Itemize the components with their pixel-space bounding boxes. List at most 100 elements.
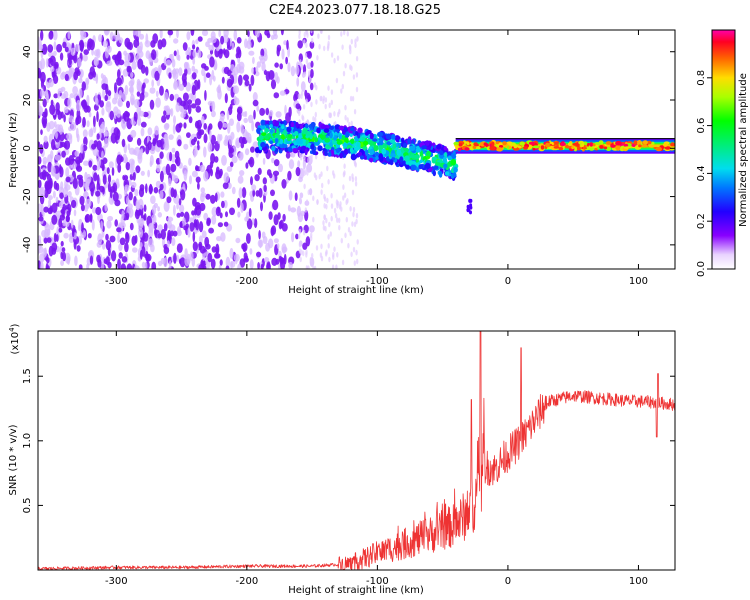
noise-cell	[85, 77, 90, 85]
noise-cell	[274, 62, 279, 68]
noise-cell	[355, 86, 359, 93]
noise-cell	[130, 181, 137, 189]
noise-cell	[183, 225, 188, 231]
noise-cell	[229, 161, 234, 168]
noise-cell	[183, 143, 189, 150]
noise-cell	[288, 159, 295, 170]
onset-cell	[369, 148, 375, 156]
noise-cell	[76, 245, 81, 252]
noise-cell	[195, 39, 199, 45]
noise-cell	[343, 163, 346, 169]
noise-cell	[287, 170, 292, 181]
noise-cell	[326, 197, 329, 204]
noise-cell	[246, 132, 252, 143]
noise-cell	[56, 108, 61, 116]
band-cell	[464, 147, 470, 151]
noise-cell	[151, 261, 157, 269]
noise-cell	[203, 123, 207, 130]
noise-cell	[314, 116, 317, 123]
noise-cell	[217, 222, 223, 228]
noise-cell	[198, 221, 204, 233]
noise-cell	[82, 116, 86, 128]
noise-cell	[346, 117, 349, 123]
noise-cell	[48, 199, 52, 207]
noise-cell	[141, 84, 145, 96]
onset-cell	[331, 140, 338, 145]
noise-cell	[159, 85, 164, 96]
onset-cell	[271, 145, 276, 152]
noise-cell	[287, 62, 291, 73]
noise-cell	[268, 211, 273, 220]
noise-cell	[183, 109, 187, 115]
noise-cell	[182, 92, 189, 102]
onset-cell	[344, 148, 349, 155]
noise-cell	[179, 222, 183, 228]
noise-cell	[214, 192, 218, 203]
noise-cell	[253, 109, 256, 120]
noise-cell	[124, 184, 130, 192]
noise-cell	[44, 248, 47, 257]
noise-cell	[126, 212, 130, 221]
noise-cell	[205, 72, 211, 78]
noise-cell	[193, 219, 198, 228]
noise-cell	[315, 153, 318, 160]
noise-cell	[57, 88, 63, 94]
noise-cell	[201, 30, 209, 37]
band-cell	[558, 147, 564, 151]
noise-cell	[141, 245, 146, 257]
noise-cell	[281, 243, 287, 254]
noise-cell	[195, 105, 202, 113]
noise-cell	[350, 38, 353, 45]
noise-cell	[55, 131, 58, 139]
noise-cell	[197, 79, 201, 90]
noise-cell	[275, 111, 282, 118]
noise-cell	[203, 72, 207, 83]
noise-cell	[330, 99, 333, 106]
band-cell	[583, 141, 588, 146]
noise-cell	[308, 70, 311, 76]
noise-cell	[318, 43, 321, 50]
noise-cell	[40, 30, 44, 41]
onset-cell	[432, 170, 436, 177]
noise-cell	[203, 133, 208, 144]
noise-cell	[101, 150, 104, 160]
onset-cell	[362, 140, 369, 146]
noise-cell	[270, 34, 275, 41]
noise-cell	[144, 261, 148, 269]
noise-cell	[48, 78, 54, 88]
noise-cell	[298, 119, 301, 125]
noise-cell	[79, 30, 85, 37]
noise-cell	[276, 243, 280, 249]
noise-cell	[68, 155, 75, 165]
noise-cell	[226, 166, 233, 172]
noise-cell	[273, 238, 279, 244]
noise-cell	[191, 210, 195, 216]
noise-cell	[254, 71, 260, 77]
noise-cell	[61, 247, 66, 253]
noise-cell	[191, 65, 196, 72]
noise-cell	[325, 203, 328, 210]
noise-cell	[344, 104, 347, 111]
noise-cell	[258, 55, 264, 61]
noise-cell	[344, 114, 347, 121]
noise-cell	[341, 44, 344, 50]
noise-cell	[328, 102, 331, 109]
noise-cell	[305, 58, 309, 65]
noise-cell	[114, 30, 120, 42]
onset-cell	[298, 133, 302, 140]
noise-cell	[152, 204, 157, 215]
noise-cell	[100, 261, 105, 269]
onset-cell	[342, 143, 348, 148]
onset-cell	[467, 208, 471, 213]
noise-cell	[262, 177, 267, 185]
noise-cell	[154, 125, 160, 136]
spectrogram-x-label: Height of straight line (km)	[288, 285, 424, 296]
noise-cell	[219, 168, 223, 177]
onset-cell	[279, 138, 284, 145]
onset-cell	[447, 156, 453, 161]
noise-cell	[64, 252, 71, 264]
onset-cell	[389, 159, 394, 166]
noise-cell	[108, 161, 114, 169]
noise-cell	[125, 111, 130, 118]
band-cell	[663, 142, 668, 147]
